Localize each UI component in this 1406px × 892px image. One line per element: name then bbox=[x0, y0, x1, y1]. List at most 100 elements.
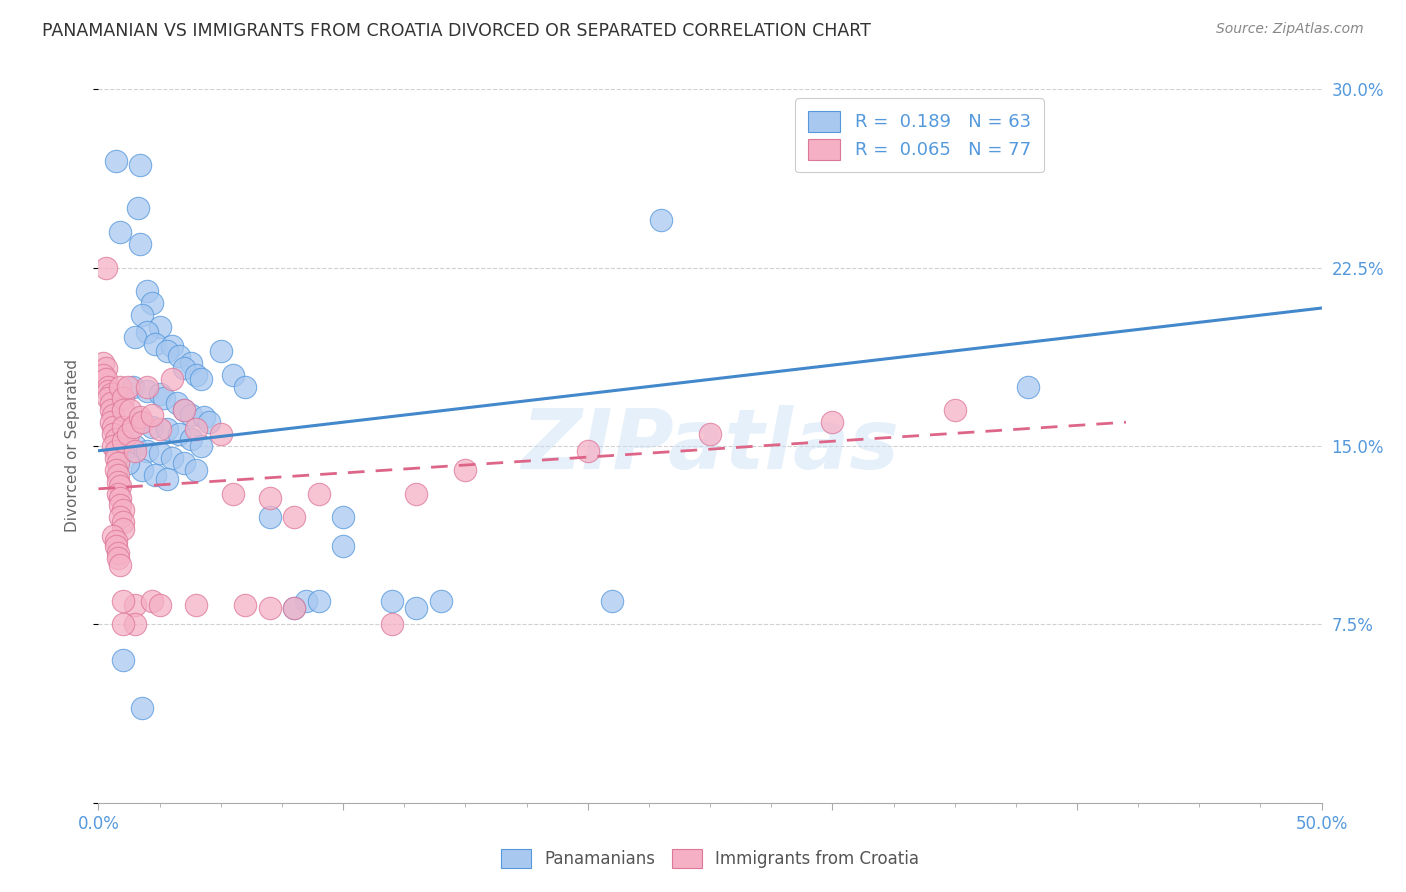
Point bbox=[121, 420, 143, 434]
Point bbox=[143, 467, 166, 482]
Point bbox=[156, 472, 179, 486]
Point bbox=[124, 617, 146, 632]
Point bbox=[405, 600, 427, 615]
Point bbox=[381, 617, 404, 632]
Point bbox=[143, 336, 166, 351]
Point bbox=[209, 343, 232, 358]
Point bbox=[110, 479, 132, 493]
Point bbox=[222, 486, 245, 500]
Point bbox=[180, 408, 202, 422]
Point bbox=[283, 600, 305, 615]
Point bbox=[110, 558, 132, 572]
Point bbox=[149, 446, 172, 460]
Point bbox=[295, 593, 318, 607]
Point bbox=[110, 499, 132, 513]
Point bbox=[405, 486, 427, 500]
Point bbox=[650, 213, 672, 227]
Point bbox=[153, 392, 176, 406]
Point bbox=[100, 403, 122, 417]
Point bbox=[110, 225, 132, 239]
Point bbox=[1017, 379, 1039, 393]
Point bbox=[149, 320, 172, 334]
Point bbox=[91, 356, 114, 370]
Point bbox=[186, 599, 208, 613]
Point bbox=[124, 599, 146, 613]
Point bbox=[100, 415, 122, 429]
Point bbox=[381, 593, 404, 607]
Point bbox=[120, 403, 142, 417]
Point bbox=[129, 415, 152, 429]
Point bbox=[821, 415, 844, 429]
Point bbox=[149, 599, 172, 613]
Point bbox=[111, 593, 134, 607]
Point bbox=[283, 600, 305, 615]
Point bbox=[149, 386, 172, 401]
Point bbox=[129, 236, 152, 251]
Point bbox=[222, 368, 245, 382]
Point bbox=[193, 410, 215, 425]
Point bbox=[104, 450, 127, 465]
Point bbox=[104, 534, 127, 549]
Point bbox=[107, 427, 129, 442]
Point bbox=[111, 503, 134, 517]
Point bbox=[101, 439, 124, 453]
Point bbox=[156, 343, 179, 358]
Point bbox=[129, 410, 152, 425]
Point bbox=[97, 379, 120, 393]
Point bbox=[141, 408, 163, 422]
Point bbox=[111, 420, 134, 434]
Point bbox=[699, 427, 721, 442]
Legend: Panamanians, Immigrants from Croatia: Panamanians, Immigrants from Croatia bbox=[489, 838, 931, 880]
Point bbox=[111, 392, 134, 406]
Point bbox=[600, 593, 623, 607]
Point bbox=[190, 439, 212, 453]
Point bbox=[131, 308, 153, 322]
Point bbox=[136, 325, 159, 339]
Point bbox=[233, 599, 256, 613]
Point bbox=[94, 360, 117, 375]
Point bbox=[104, 463, 127, 477]
Point bbox=[100, 396, 122, 410]
Point bbox=[101, 529, 124, 543]
Point bbox=[259, 510, 281, 524]
Point bbox=[576, 443, 599, 458]
Point bbox=[332, 510, 354, 524]
Point bbox=[131, 463, 153, 477]
Point bbox=[111, 617, 134, 632]
Point bbox=[111, 653, 134, 667]
Point bbox=[131, 415, 153, 429]
Point bbox=[111, 434, 134, 449]
Point bbox=[104, 539, 127, 553]
Point bbox=[190, 372, 212, 386]
Y-axis label: Divorced or Separated: Divorced or Separated bbox=[65, 359, 80, 533]
Point bbox=[107, 546, 129, 560]
Point bbox=[101, 427, 124, 442]
Point bbox=[136, 285, 159, 299]
Point bbox=[117, 456, 139, 470]
Point bbox=[107, 456, 129, 470]
Point bbox=[283, 510, 305, 524]
Point bbox=[97, 384, 120, 399]
Text: Source: ZipAtlas.com: Source: ZipAtlas.com bbox=[1216, 22, 1364, 37]
Point bbox=[91, 368, 114, 382]
Point bbox=[160, 339, 183, 353]
Point bbox=[430, 593, 453, 607]
Point bbox=[121, 379, 143, 393]
Point bbox=[167, 427, 190, 442]
Point bbox=[97, 392, 120, 406]
Point bbox=[180, 356, 202, 370]
Point bbox=[110, 491, 132, 506]
Point bbox=[259, 600, 281, 615]
Text: ZIPatlas: ZIPatlas bbox=[522, 406, 898, 486]
Point bbox=[173, 456, 195, 470]
Point bbox=[180, 432, 202, 446]
Point bbox=[129, 158, 152, 172]
Point bbox=[259, 491, 281, 506]
Point bbox=[173, 360, 195, 375]
Point bbox=[454, 463, 477, 477]
Point bbox=[141, 296, 163, 310]
Point bbox=[127, 201, 149, 215]
Point bbox=[943, 403, 966, 417]
Point bbox=[104, 153, 127, 168]
Point bbox=[160, 450, 183, 465]
